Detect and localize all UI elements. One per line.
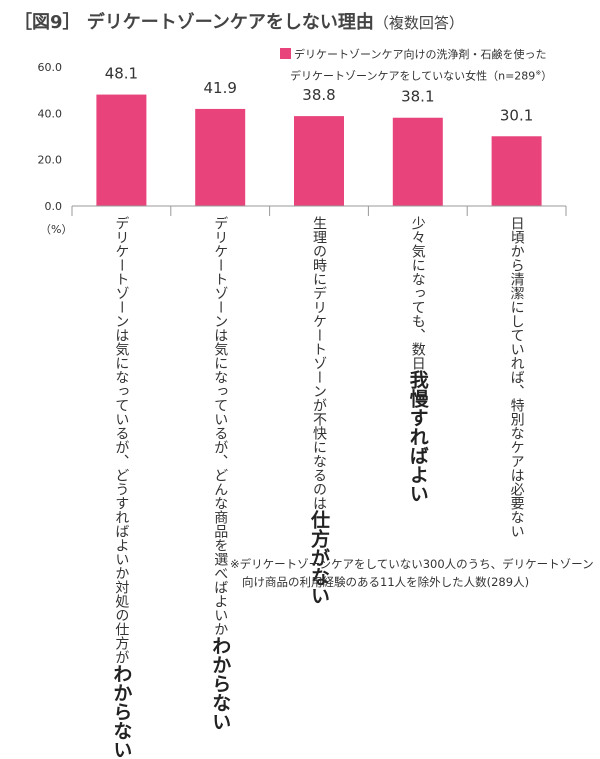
- category-label: デリケートゾーンは気になっているが、どんな商品を選べばよいかわからない: [209, 216, 232, 731]
- legend-line-2: デリケートゾーンケアをしていない女性（n=289: [290, 69, 536, 83]
- value-label: 41.9: [203, 79, 236, 97]
- chart-title-main: ［図9］ デリケートゾーンケアをしない理由: [14, 12, 374, 33]
- category-label-emphasis: わからない: [110, 664, 133, 759]
- bar: [392, 117, 443, 206]
- value-label: 38.8: [302, 86, 335, 104]
- category-label-text: 生理の時にデリケートゾーンが不快になるのは: [311, 216, 327, 510]
- y-tick-label: 0.0: [45, 200, 63, 213]
- bar: [294, 116, 344, 206]
- category-label-emphasis: 我慢すればよい: [406, 370, 429, 503]
- category-label-text: 日頃から清潔にしていれば、特別なケアは必要ない: [508, 216, 525, 538]
- legend: デリケートゾーンケア向けの洗浄剤・石鹸を使った デリケートゾーンケアをしていない…: [280, 46, 552, 86]
- category-label-text: デリケートゾーンは気になっているが、どんな商品を選べばよいか: [212, 216, 229, 636]
- chart-title-sub: （複数回答）: [373, 14, 464, 32]
- category-label: 日頃から清潔にしていれば、特別なケアは必要ない: [509, 216, 525, 538]
- category-label-text: 少々気になっても、数日: [409, 216, 426, 370]
- bar: [491, 136, 542, 206]
- value-label: 30.1: [500, 106, 533, 124]
- unit-label: （%）: [40, 223, 73, 236]
- legend-note-mark: ※: [535, 69, 542, 77]
- category-label: 少々気になっても、数日我慢すればよい: [406, 216, 429, 503]
- category-label-emphasis: 仕方がない: [308, 510, 330, 605]
- footnote-line-2: 向け商品の利用経験のある11人を除外した人数(289人): [242, 575, 530, 589]
- footnote: ※デリケートゾーンケアをしていない300人のうち、デリケートゾーン 向け商品の利…: [230, 555, 594, 591]
- category-label: 生理の時にデリケートゾーンが不快になるのは仕方がない: [308, 216, 330, 605]
- value-label: 38.1: [401, 88, 434, 106]
- footnote-line-1: ※デリケートゾーンケアをしていない300人のうち、デリケートゾーン: [230, 557, 594, 571]
- value-label: 48.1: [105, 65, 138, 83]
- bar: [195, 108, 246, 206]
- category-label: デリケートゾーンは気になっているが、どうすればよいか対処の仕方がわからない: [110, 216, 133, 759]
- chart-title: ［図9］ デリケートゾーンケアをしない理由（複数回答）: [14, 8, 464, 34]
- bar-chart: 0.0 20.0 40.0 60.0 48.1 41.9 38.8 38.1 30.1: [38, 61, 567, 216]
- legend-line-1: デリケートゾーンケア向けの洗浄剤・石鹸を使った: [294, 48, 547, 61]
- y-tick-label: 60.0: [38, 61, 63, 74]
- legend-close: ）: [541, 69, 553, 83]
- y-tick-label: 20.0: [38, 154, 63, 167]
- bar: [96, 94, 147, 206]
- y-tick-label: 40.0: [38, 107, 63, 120]
- category-label-emphasis: わからない: [209, 636, 232, 731]
- legend-swatch: [280, 48, 291, 59]
- category-label-text: デリケートゾーンは気になっているが、どうすればよいか対処の仕方が: [113, 216, 130, 664]
